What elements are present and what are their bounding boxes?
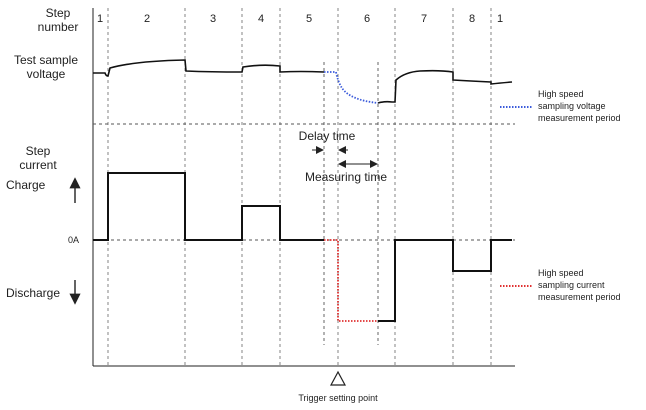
current-trace (378, 239, 512, 322)
step-number: 3 (210, 13, 216, 25)
step-number: 8 (469, 13, 475, 25)
test-sample-voltage-label: Test sample (14, 53, 78, 67)
discharge-label: Discharge (6, 286, 60, 300)
step-number-label: Step (46, 6, 71, 20)
current-legend-text: measurement period (538, 292, 621, 302)
step-number: 4 (258, 13, 264, 25)
voltage-legend-text: measurement period (538, 113, 621, 123)
step-number: 2 (144, 13, 150, 25)
voltage-sampling-trace (324, 71, 379, 104)
measurement-window-guides (323, 62, 379, 345)
step-number: 5 (306, 13, 312, 25)
current-sampling-trace (324, 239, 378, 322)
zero-current-label: 0A (68, 235, 79, 245)
triangle-up-outline-icon (329, 370, 347, 386)
measuring-time-label: Measuring time (305, 170, 387, 184)
step-number-label: number (38, 20, 79, 34)
voltage-trace (93, 59, 325, 77)
step-current-label: current (19, 158, 57, 172)
step-number: 7 (421, 13, 427, 25)
test-sample-voltage-label: voltage (27, 67, 66, 81)
voltage-legend-text: High speed (538, 89, 584, 99)
voltage-legend-text: sampling voltage (538, 101, 606, 111)
step-numbers: 1 2 3 4 5 6 7 8 1 (97, 13, 503, 25)
delay-time-label: Delay time (299, 129, 356, 143)
step-number: 1 (497, 13, 503, 25)
trigger-setting-point-label: Trigger setting point (298, 393, 378, 403)
current-legend-text: sampling current (538, 280, 605, 290)
step-number: 6 (364, 13, 370, 25)
current-legend-text: High speed (538, 268, 584, 278)
step-number: 1 (97, 13, 103, 25)
voltage-trace (377, 69, 513, 104)
charge-label: Charge (6, 178, 46, 192)
current-trace (93, 172, 324, 241)
step-current-label: Step (26, 144, 51, 158)
step-separators (107, 8, 492, 366)
